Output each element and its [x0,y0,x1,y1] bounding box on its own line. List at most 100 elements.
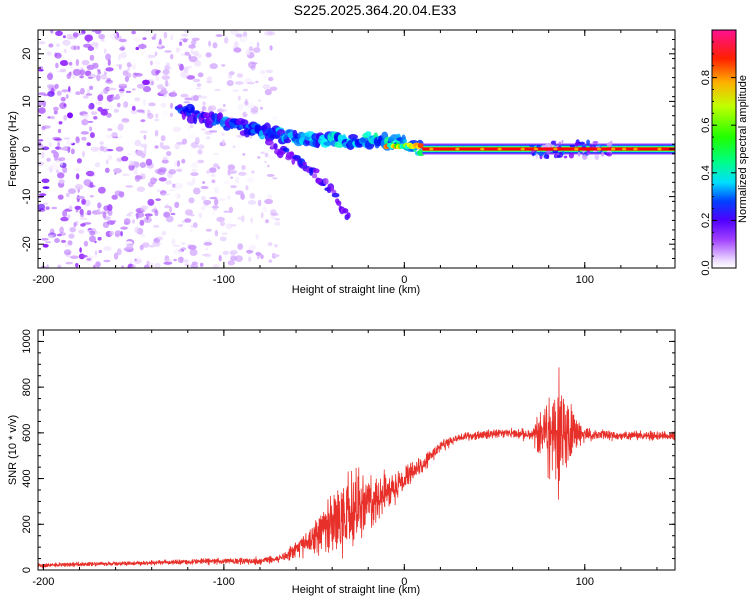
spectrogram-branch-blob [342,208,349,214]
spectrogram-noise-blob [106,134,113,139]
spectrogram-noise-blob [154,262,161,268]
spectrogram-noise-blob [81,136,87,141]
spectrogram-noise-blob [86,255,93,263]
spectrogram-noise-blob [154,118,160,122]
spectrogram-noise-blob [170,35,173,41]
spectrogram-noise-blob [38,41,46,45]
spectrogram-noise-blob [89,195,94,198]
spectrogram-noise-blob [97,202,102,209]
spectrogram-noise-blob [70,255,79,259]
spectrogram-noise-blob [172,183,176,188]
spectrogram-noise-blob [94,211,103,215]
spectrogram-noise-blob [163,261,173,265]
spectrogram-noise-blob [235,33,243,38]
spectrogram-noise-blob [96,74,101,82]
spectrogram-noise-blob [151,81,154,86]
spectrogram-noise-blob [111,194,118,200]
spectrogram-noise-blob [170,102,173,109]
spectrogram-noise-blob [120,226,128,230]
spectrogram-noise-blob [161,159,169,164]
spectrogram-noise-blob [107,128,113,131]
spectrogram-noise-blob [228,206,233,214]
spectrogram-noise-blob [97,236,102,241]
spectrogram-noise-blob [81,59,90,66]
spectrogram-noise-blob [173,248,183,256]
spectrogram-noise-blob [230,30,239,35]
spectrogram-sideband-blob [544,153,547,158]
spectrogram-noise-blob [153,33,157,38]
spectrogram-noise-blob [159,38,162,46]
spectrogram-noise-blob [134,139,142,147]
spectrogram-noise-blob [82,151,85,158]
spectrogram-noise-blob [103,246,112,251]
spectrogram-noise-blob [176,47,180,53]
spectrogram-noise-blob [274,244,278,248]
spectrogram-noise-blob [126,243,134,250]
spectrogram-noise-blob [226,80,234,87]
spectrogram-noise-blob [88,104,93,110]
spectrogram-noise-blob [247,251,251,255]
spectrogram-noise-blob [197,149,203,155]
spectrogram-sideband-blob [601,151,604,157]
spectrogram-tone-dot [533,147,539,151]
spectrogram-noise-blob [260,254,264,260]
spectrogram-noise-blob [154,51,158,56]
spectrogram-ytick-label: 20 [21,48,33,60]
spectrogram-noise-blob [190,172,199,177]
spectrogram-noise-blob [200,185,209,190]
spectrogram-noise-blob [169,54,174,60]
spectrogram-noise-blob [103,259,111,263]
spectrogram-noise-blob [219,236,227,242]
spectrogram-noise-blob [135,46,140,51]
spectrogram-noise-blob [72,68,82,76]
spectrogram-ytick-label: -20 [21,236,33,252]
spectrogram-noise-blob [56,160,60,163]
snr-xtick-label: -100 [213,576,235,588]
spectrogram-noise-blob [214,89,222,91]
spectrogram-noise-blob [199,262,204,267]
spectrogram-noise-blob [269,86,278,92]
spectrogram-noise-blob [255,80,259,83]
spectrogram-noise-blob [229,224,237,227]
spectrogram-noise-blob [197,159,205,164]
spectrogram-noise-blob [86,88,91,95]
spectrogram-noise-blob [223,68,231,73]
spectrogram-branch-blob [273,143,278,150]
spectrogram-noise-blob [255,252,262,256]
spectrogram-sideband-blob [582,154,588,160]
spectrogram-noise-blob [130,259,133,264]
spectrogram-noise-blob [69,226,76,233]
spectrogram-noise-blob [67,188,77,195]
spectrogram-noise-blob [155,61,160,66]
spectrogram-noise-blob [65,94,69,99]
spectrogram-noise-blob [181,158,186,164]
spectrogram-noise-blob [177,224,184,227]
spectrogram-noise-blob [237,243,244,251]
colorbar-ticks: 0.0 0.2 0.4 0.6 0.8 [700,29,736,276]
spectrogram-noise-blob [147,198,155,206]
spectrogram-noise-blob [167,67,172,70]
spectrogram-noise-blob [255,233,259,240]
spectrogram-noise-blob [65,261,73,265]
spectrogram-noise-blob [197,53,202,59]
spectrogram-noise-blob [205,228,212,232]
spectrogram-noise-blob [169,206,172,213]
spectrogram-noise-blob [139,130,149,134]
spectrogram-noise-blob [121,120,128,124]
spectrogram-sideband-blob [550,140,557,145]
spectrogram-noise-blob [237,216,242,220]
spectrogram-noise-blob [135,175,143,180]
spectrogram-noise-blob [140,119,146,123]
spectrogram-noise-blob [131,264,136,268]
spectrogram-noise-blob [127,67,130,71]
spectrogram-noise-blob [265,219,269,224]
spectrogram-noise-blob [190,224,194,228]
spectrogram-noise-blob [193,50,199,57]
spectrogram-noise-blob [251,170,255,174]
spectrogram-noise-blob [215,34,223,37]
spectrogram-xlabel: Height of straight line (km) [292,284,420,296]
spectrogram-noise-blob [80,131,89,135]
spectrogram-noise-blob [126,213,132,217]
spectrogram-noise-blob [134,72,143,77]
